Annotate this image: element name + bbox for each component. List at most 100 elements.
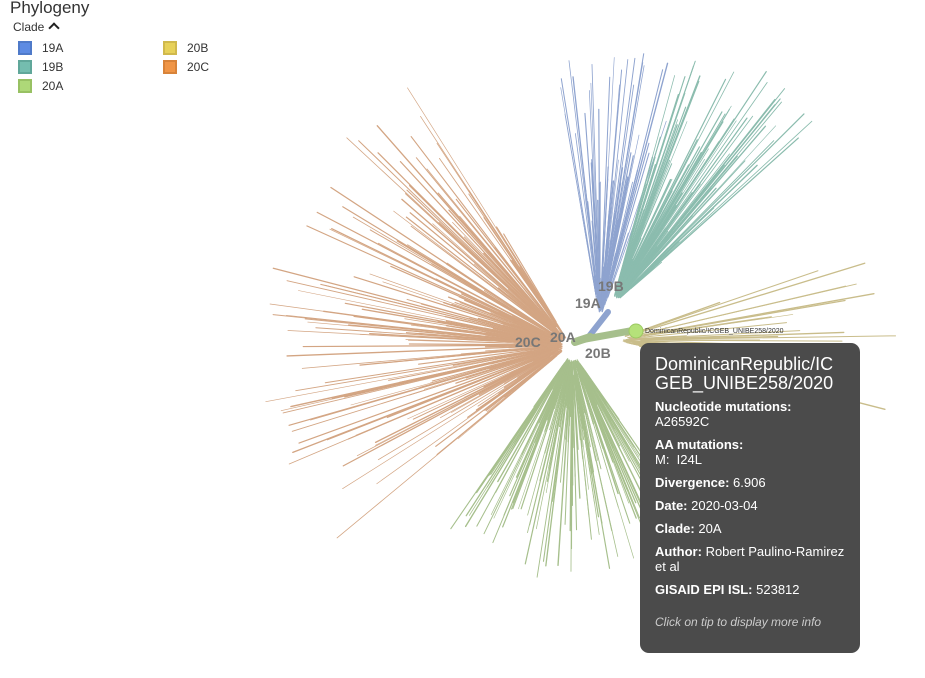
branch-20C[interactable] bbox=[358, 140, 559, 335]
branch-19B[interactable] bbox=[615, 119, 678, 295]
branch-19A[interactable] bbox=[598, 182, 601, 312]
branch-20C[interactable] bbox=[477, 239, 561, 334]
legend-item-20C[interactable]: 20C bbox=[163, 60, 209, 74]
branch-20C[interactable] bbox=[483, 327, 546, 341]
branch-20C[interactable] bbox=[329, 228, 560, 340]
branch-20A[interactable] bbox=[528, 363, 566, 424]
color-by-toggle[interactable]: Clade bbox=[13, 20, 61, 34]
branch-20A[interactable] bbox=[559, 359, 572, 483]
branch-19A[interactable] bbox=[605, 274, 610, 294]
legend-item-20B[interactable]: 20B bbox=[163, 41, 208, 55]
branch-19A[interactable] bbox=[601, 53, 645, 310]
legend-item-20A[interactable]: 20A bbox=[18, 79, 63, 93]
branch-20A[interactable] bbox=[476, 368, 564, 527]
branch-20C[interactable] bbox=[421, 303, 549, 340]
branch-20C[interactable] bbox=[326, 351, 554, 441]
branch-20C[interactable] bbox=[498, 354, 556, 395]
branch-20A[interactable] bbox=[527, 364, 569, 516]
branch-20C[interactable] bbox=[298, 351, 552, 444]
branch-19B[interactable] bbox=[616, 139, 698, 296]
branch-20C[interactable] bbox=[512, 321, 563, 343]
branch-20C[interactable] bbox=[401, 198, 551, 329]
branch-20C[interactable] bbox=[494, 312, 549, 337]
branch-20A[interactable] bbox=[539, 370, 568, 482]
branch-20C[interactable] bbox=[507, 289, 551, 328]
branch-20B[interactable] bbox=[625, 330, 801, 340]
branch-20C[interactable] bbox=[323, 310, 552, 344]
branch-20C[interactable] bbox=[320, 283, 558, 343]
branch-20C[interactable] bbox=[523, 350, 561, 375]
branch-20C[interactable] bbox=[291, 349, 557, 432]
branch-19A[interactable] bbox=[601, 180, 615, 294]
branch-20C[interactable] bbox=[369, 273, 552, 339]
branch-20C[interactable] bbox=[377, 152, 554, 329]
branch-20C[interactable] bbox=[324, 347, 554, 384]
branch-20C[interactable] bbox=[509, 259, 558, 328]
branch-20A[interactable] bbox=[468, 360, 567, 516]
branch-19A[interactable] bbox=[602, 142, 650, 309]
branch-19A[interactable] bbox=[603, 65, 645, 297]
branch-20C[interactable] bbox=[369, 229, 556, 337]
branch-19A[interactable] bbox=[588, 90, 600, 311]
branch-19A[interactable] bbox=[602, 239, 610, 296]
branch-20C[interactable] bbox=[352, 216, 547, 332]
branch-19A[interactable] bbox=[604, 232, 629, 306]
branch-20C[interactable] bbox=[438, 222, 565, 340]
branch-20C[interactable] bbox=[307, 321, 554, 344]
branch-19B[interactable] bbox=[622, 108, 730, 288]
branch-19A[interactable] bbox=[602, 253, 617, 307]
branch-19B[interactable] bbox=[622, 146, 701, 286]
branch-20C[interactable] bbox=[536, 317, 557, 335]
branch-20A[interactable] bbox=[510, 367, 567, 510]
branch-20C[interactable] bbox=[423, 352, 544, 390]
branch-20C[interactable] bbox=[515, 336, 554, 344]
branch-19B[interactable] bbox=[614, 209, 645, 298]
branch-20C[interactable] bbox=[382, 281, 554, 340]
branch-20A[interactable] bbox=[574, 360, 607, 455]
branch-20C[interactable] bbox=[496, 345, 563, 360]
branch-20A[interactable] bbox=[582, 368, 651, 466]
branch-20C[interactable] bbox=[502, 350, 547, 361]
branch-19A[interactable] bbox=[601, 57, 636, 310]
branch-20A[interactable] bbox=[572, 376, 577, 414]
branch-19A[interactable] bbox=[587, 201, 600, 310]
branch-20A[interactable] bbox=[572, 360, 589, 446]
branch-20A[interactable] bbox=[579, 378, 594, 425]
branch-19B[interactable] bbox=[626, 115, 754, 286]
branch-20A[interactable] bbox=[580, 376, 614, 463]
branch-20C[interactable] bbox=[286, 315, 550, 344]
branch-20A[interactable] bbox=[573, 373, 592, 540]
branch-20C[interactable] bbox=[306, 225, 562, 342]
branch-20C[interactable] bbox=[436, 359, 553, 456]
branch-20C[interactable] bbox=[418, 345, 562, 365]
branch-19B[interactable] bbox=[620, 212, 691, 296]
branch-20C[interactable] bbox=[538, 313, 565, 340]
branch-20A[interactable] bbox=[480, 369, 561, 486]
branch-20C[interactable] bbox=[409, 212, 563, 340]
branch-20A[interactable] bbox=[524, 365, 570, 565]
branch-20C[interactable] bbox=[407, 348, 562, 420]
branch-20C[interactable] bbox=[378, 242, 548, 334]
branch-19A[interactable] bbox=[574, 133, 598, 298]
branch-19A[interactable] bbox=[606, 152, 650, 298]
branch-19B[interactable] bbox=[618, 136, 661, 281]
branch-19A[interactable] bbox=[560, 78, 597, 295]
branch-20C[interactable] bbox=[523, 314, 551, 333]
branch-19B[interactable] bbox=[617, 80, 700, 289]
branch-20C[interactable] bbox=[455, 351, 550, 384]
selected-tip-label[interactable]: DominicanRepublic/ICGEB_UNIBE258/2020 bbox=[645, 328, 784, 335]
branch-20A[interactable] bbox=[573, 367, 589, 490]
branch-20B[interactable] bbox=[634, 262, 866, 335]
branch-20C[interactable] bbox=[468, 190, 561, 331]
branch-19B[interactable] bbox=[620, 106, 687, 282]
branch-20C[interactable] bbox=[507, 355, 550, 377]
branch-20A[interactable] bbox=[571, 361, 576, 477]
legend-item-19B[interactable]: 19B bbox=[18, 60, 63, 74]
branch-19A[interactable] bbox=[599, 76, 611, 310]
branch-20C[interactable] bbox=[495, 226, 567, 339]
branch-20C[interactable] bbox=[410, 225, 557, 335]
branch-20B[interactable] bbox=[627, 293, 875, 339]
branch-20A[interactable] bbox=[575, 360, 637, 504]
branch-19A[interactable] bbox=[601, 57, 615, 294]
